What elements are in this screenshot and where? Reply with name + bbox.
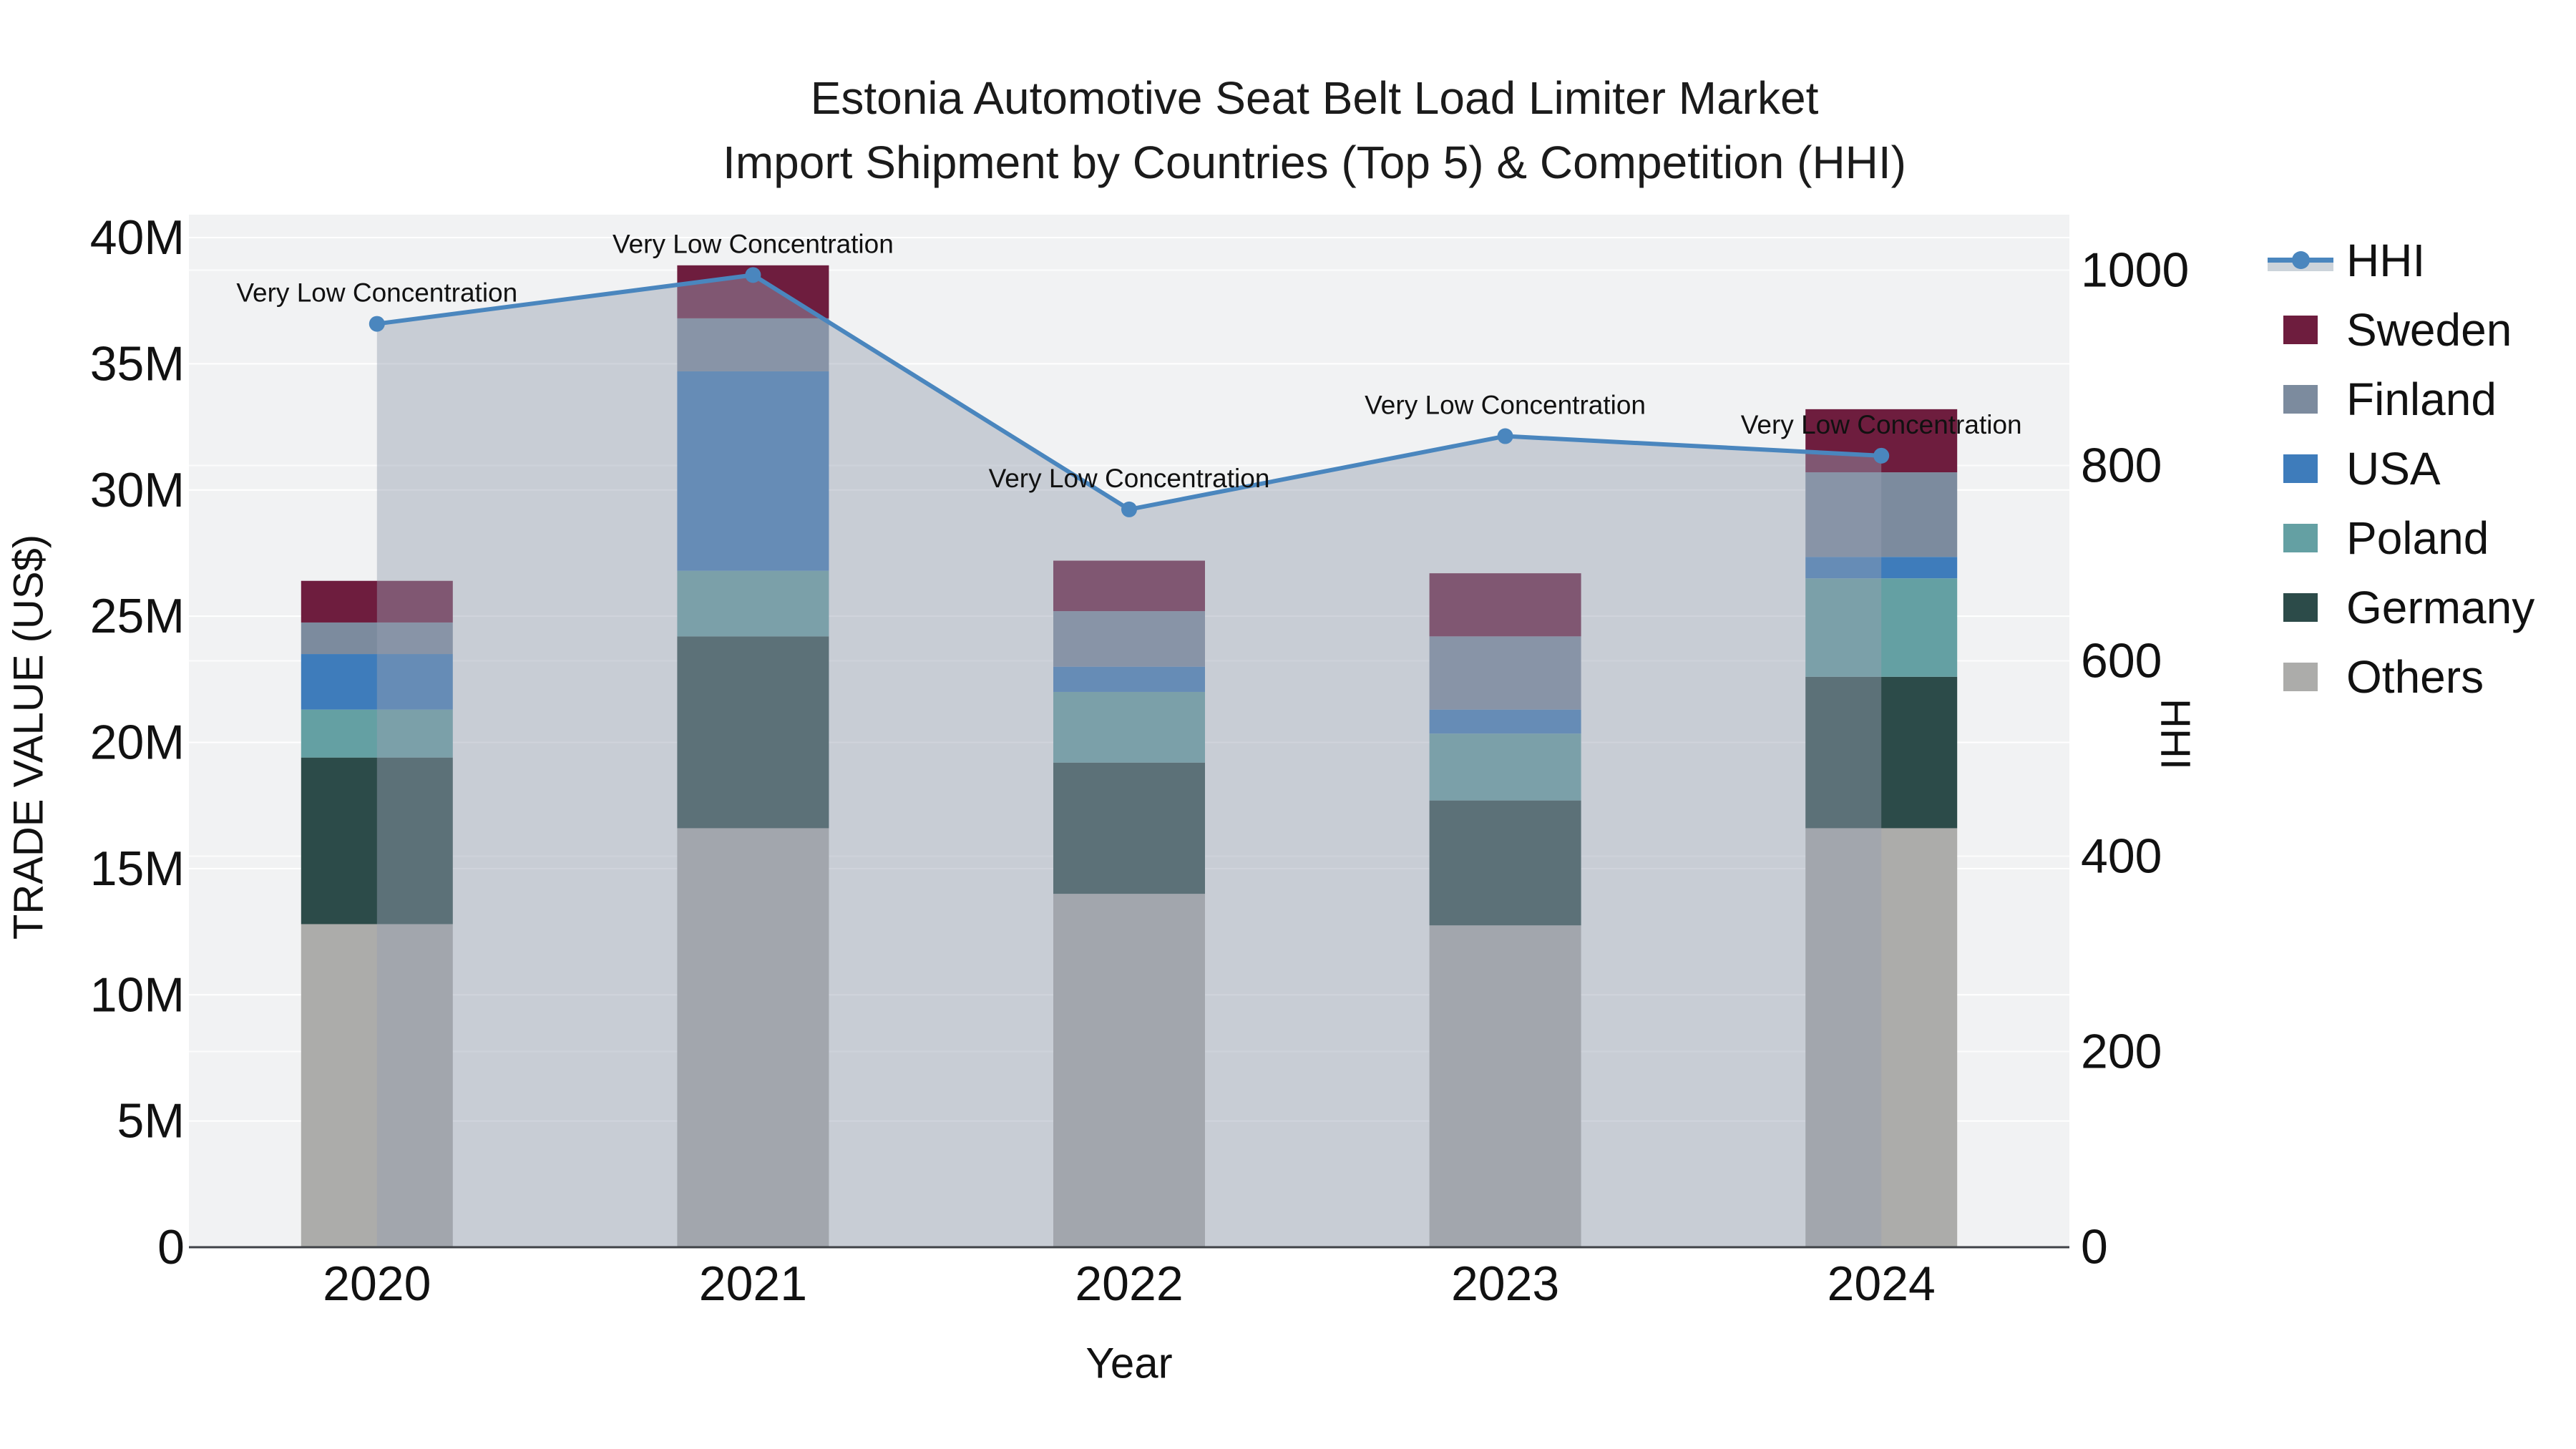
bar-segment-2024-Germany: [1805, 676, 1958, 829]
y-left-tick-20M: 20M: [90, 716, 185, 770]
bar-segment-2022-USA: [1053, 666, 1205, 692]
x-axis-title: Year: [1085, 1339, 1173, 1387]
bar-segment-2022-Germany: [1053, 762, 1205, 894]
legend-swatch-germany: [2283, 592, 2318, 622]
bar-segment-2023-USA: [1429, 709, 1581, 734]
bar-segment-2023-Germany: [1429, 800, 1581, 926]
bar-segment-2022-Finland: [1053, 611, 1205, 667]
legend-swatch-others: [2283, 662, 2318, 691]
legend-item-poland[interactable]: Poland: [2268, 503, 2534, 572]
annotation-2021: Very Low Concentration: [613, 229, 894, 258]
legend-item-usa[interactable]: USA: [2268, 434, 2534, 503]
y-left-tick-10M: 10M: [90, 967, 185, 1022]
bar-segment-2021-USA: [677, 371, 829, 571]
bar-segment-2020-Poland: [301, 709, 453, 758]
hhi-marker-2023: [1497, 428, 1513, 444]
legend-item-hhi[interactable]: HHI: [2268, 225, 2534, 295]
legend-item-sweden[interactable]: Sweden: [2268, 295, 2534, 364]
legend-label-others: Others: [2346, 650, 2484, 703]
annotation-2020: Very Low Concentration: [236, 278, 517, 308]
y-left-tick-30M: 30M: [90, 463, 185, 517]
annotation-2023: Very Low Concentration: [1365, 391, 1646, 420]
chart-title: Estonia Automotive Seat Belt Load Limite…: [723, 66, 1906, 195]
bar-segment-2020-Finland: [301, 622, 453, 655]
y-right-tick-200: 200: [2081, 1025, 2162, 1079]
bar-segment-2022-Sweden: [1053, 560, 1205, 612]
legend-item-others[interactable]: Others: [2268, 642, 2534, 711]
legend-item-finland[interactable]: Finland: [2268, 364, 2534, 434]
y-right-tick-600: 600: [2081, 634, 2162, 688]
bar-segment-2021-Poland: [677, 570, 829, 637]
bar-segment-2021-Germany: [677, 636, 829, 829]
legend-swatch-icon: [2268, 662, 2333, 691]
legend-swatch-icon: [2268, 315, 2333, 344]
legend: HHI Sweden Finland USA Poland Germany Others: [2268, 225, 2534, 711]
legend-swatch-finland: [2283, 384, 2318, 414]
annotation-2024: Very Low Concentration: [1741, 410, 2022, 439]
bar-segment-2024-Others: [1805, 828, 1958, 1247]
x-tick-2020: 2020: [323, 1257, 431, 1311]
bar-segment-2021-Finland: [677, 318, 829, 371]
bar-segment-2023-Finland: [1429, 636, 1581, 710]
bar-segment-2024-Finland: [1805, 472, 1958, 557]
bar-segment-2024-USA: [1805, 557, 1958, 579]
bar-segment-2023-Sweden: [1429, 573, 1581, 637]
annotation-2022: Very Low Concentration: [989, 464, 1270, 493]
legend-label-usa: USA: [2346, 442, 2441, 494]
chart-title-line1: Estonia Automotive Seat Belt Load Limite…: [810, 72, 1819, 124]
hhi-marker-2022: [1121, 501, 1137, 517]
bar-segment-2024-Poland: [1805, 578, 1958, 677]
hhi-marker-2021: [745, 267, 761, 283]
legend-label-germany: Germany: [2346, 581, 2535, 633]
y-left-tick-0: 0: [157, 1220, 185, 1274]
legend-label-finland: Finland: [2346, 373, 2497, 425]
legend-line-sample-icon: [2268, 246, 2333, 275]
legend-swatch-poland: [2283, 523, 2318, 552]
legend-item-germany[interactable]: Germany: [2268, 572, 2534, 642]
legend-swatch-icon: [2268, 384, 2333, 414]
y-left-tick-5M: 5M: [117, 1094, 185, 1148]
y-right-tick-800: 800: [2081, 439, 2162, 493]
legend-label-hhi: HHI: [2346, 234, 2426, 286]
x-tick-2024: 2024: [1828, 1257, 1936, 1311]
x-tick-2022: 2022: [1075, 1257, 1183, 1311]
legend-swatch-sweden: [2283, 315, 2318, 344]
y-left-tick-40M: 40M: [90, 210, 185, 265]
bar-segment-2023-Others: [1429, 925, 1581, 1247]
bar-segment-2020-Others: [301, 924, 453, 1247]
legend-marker-dot-icon: [2292, 250, 2310, 269]
x-tick-2023: 2023: [1451, 1257, 1559, 1311]
y-left-tick-25M: 25M: [90, 589, 185, 643]
hhi-area-fill: [376, 275, 1882, 1248]
legend-swatch-icon: [2268, 454, 2333, 483]
y-left-tick-35M: 35M: [90, 336, 185, 391]
y-right-tick-0: 0: [2081, 1220, 2108, 1274]
bar-segment-2021-Others: [677, 828, 829, 1247]
hhi-marker-2024: [1873, 447, 1890, 464]
bar-segment-2022-Poland: [1053, 691, 1205, 763]
y-right-tick-1000: 1000: [2081, 243, 2189, 298]
bar-segment-2020-Sweden: [301, 580, 453, 623]
y-left-tick-15M: 15M: [90, 841, 185, 896]
legend-swatch-icon: [2268, 523, 2333, 552]
legend-swatch-usa: [2283, 454, 2318, 483]
chart-title-line2: Import Shipment by Countries (Top 5) & C…: [723, 137, 1906, 188]
bar-segment-2022-Others: [1053, 894, 1205, 1247]
bar-segment-2020-USA: [301, 654, 453, 710]
bar-segment-2023-Poland: [1429, 733, 1581, 801]
y-right-tick-400: 400: [2081, 829, 2162, 884]
bar-segment-2020-Germany: [301, 757, 453, 924]
x-tick-2021: 2021: [699, 1257, 807, 1311]
legend-label-poland: Poland: [2346, 512, 2489, 564]
legend-swatch-icon: [2268, 592, 2333, 622]
legend-label-sweden: Sweden: [2346, 303, 2512, 356]
hhi-marker-2020: [369, 316, 385, 332]
